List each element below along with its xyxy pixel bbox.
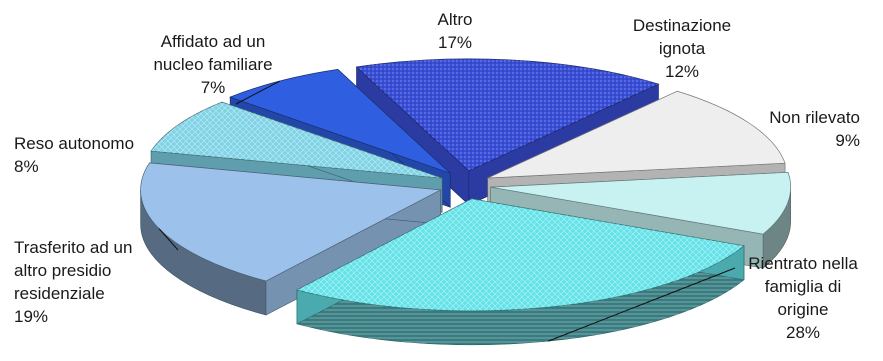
slice-label-altro: Altro 17% — [437, 10, 473, 52]
slice-rientrato-nella-famiglia-di-origine — [296, 198, 745, 346]
slice-label-affidato-nucleo: Affidato ad un nucleo familiare 7% — [153, 32, 273, 97]
slice-label-rientrato-famiglia: Rientrato nella famiglia di origine 28% — [748, 254, 858, 342]
leader-line — [235, 80, 281, 105]
slice-label-reso-autonomo: Reso autonomo 8% — [14, 134, 135, 176]
slice-top — [487, 90, 786, 179]
slice-top-texture — [297, 198, 744, 311]
slice-side-texture — [297, 245, 744, 345]
slice-top-texture — [151, 102, 443, 179]
slice-top-texture — [356, 58, 659, 171]
slice-label-trasferito-presidio: Trasferito ad un altro presidio residenz… — [14, 238, 133, 326]
slice-label-non-rilevato: Non rilevato 9% — [769, 108, 860, 150]
slice-label-destinazione-ignota: Destinazione ignota 12% — [632, 16, 732, 81]
leader-line — [548, 267, 736, 342]
leader-line — [158, 228, 179, 251]
slice-top — [490, 171, 792, 235]
